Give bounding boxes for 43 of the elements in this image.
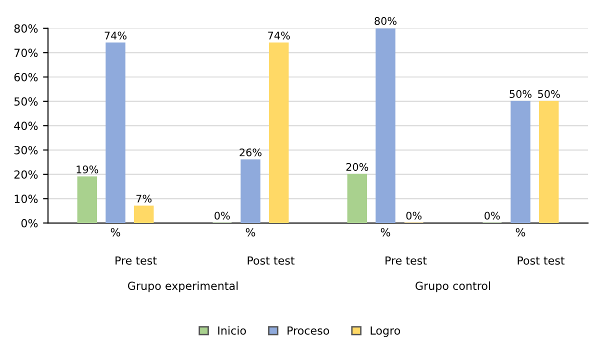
legend-label: Logro — [370, 326, 400, 337]
bar — [106, 42, 126, 224]
y-tick-label: 0% — [21, 218, 38, 228]
data-label: 20% — [346, 163, 368, 171]
data-label: 0% — [214, 212, 230, 220]
data-label: 50% — [510, 90, 532, 98]
data-label: 74% — [104, 32, 126, 40]
bar — [134, 206, 154, 224]
bar — [376, 28, 396, 224]
legend-label: Proceso — [288, 326, 330, 335]
y-tick-label: 10% — [14, 194, 38, 204]
data-label: 0% — [484, 212, 500, 220]
data-label: 7% — [136, 194, 152, 203]
legend-label: Inicio — [218, 326, 246, 335]
text: Post test — [248, 256, 295, 265]
text: Grupo control — [416, 281, 490, 292]
data-label: 74% — [268, 32, 290, 40]
bar — [77, 176, 98, 224]
bar — [240, 159, 260, 224]
text: Post test — [518, 256, 565, 265]
text: Pre test — [386, 256, 427, 265]
text: Grupo experimental — [128, 281, 238, 292]
bar — [538, 100, 559, 224]
data-label: 19% — [76, 165, 98, 174]
x-tick-label: % — [246, 228, 256, 236]
y-tick-label: 60% — [14, 72, 38, 82]
bar — [347, 174, 368, 224]
y-tick-label: 80% — [14, 24, 38, 33]
bar — [510, 100, 530, 224]
y-tick-label: 70% — [14, 48, 38, 58]
x-tick-label: % — [110, 228, 120, 236]
data-label: 50% — [538, 90, 560, 98]
x-tick-label: % — [380, 228, 390, 236]
x-tick-label: % — [516, 228, 526, 236]
y-tick-label: 30% — [14, 146, 38, 154]
data-label: 80% — [374, 17, 396, 25]
bar — [268, 42, 289, 224]
y-tick-label: 50% — [14, 97, 38, 106]
text: Pre test — [116, 256, 157, 265]
data-label: 0% — [406, 212, 422, 220]
data-label: 26% — [240, 148, 262, 156]
y-tick-label: 40% — [14, 122, 38, 130]
y-tick-label: 20% — [14, 170, 38, 179]
